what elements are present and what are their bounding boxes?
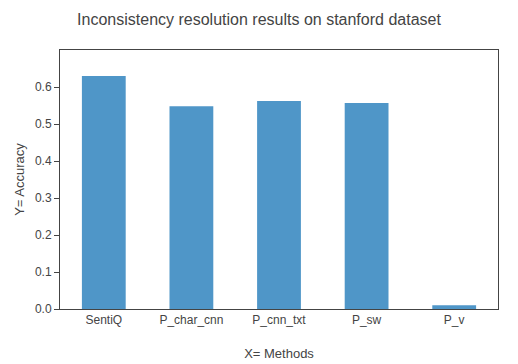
svg-text:Y= Accuracy: Y= Accuracy <box>12 143 27 216</box>
svg-text:0.2: 0.2 <box>35 228 52 242</box>
svg-text:P_char_cnn: P_char_cnn <box>159 313 223 327</box>
svg-text:0.0: 0.0 <box>35 302 52 316</box>
svg-text:SentiQ: SentiQ <box>85 313 122 327</box>
svg-text:X= Methods: X= Methods <box>244 346 314 361</box>
svg-text:P_cnn_txt: P_cnn_txt <box>252 313 306 327</box>
svg-text:P_v: P_v <box>444 313 465 327</box>
svg-text:Inconsistency resolution resul: Inconsistency resolution results on stan… <box>77 11 441 28</box>
svg-text:P_sw: P_sw <box>352 313 382 327</box>
svg-text:0.4: 0.4 <box>35 154 52 168</box>
svg-text:0.1: 0.1 <box>35 265 52 279</box>
svg-text:0.3: 0.3 <box>35 191 52 205</box>
svg-text:0.6: 0.6 <box>35 80 52 94</box>
svg-text:0.5: 0.5 <box>35 117 52 131</box>
